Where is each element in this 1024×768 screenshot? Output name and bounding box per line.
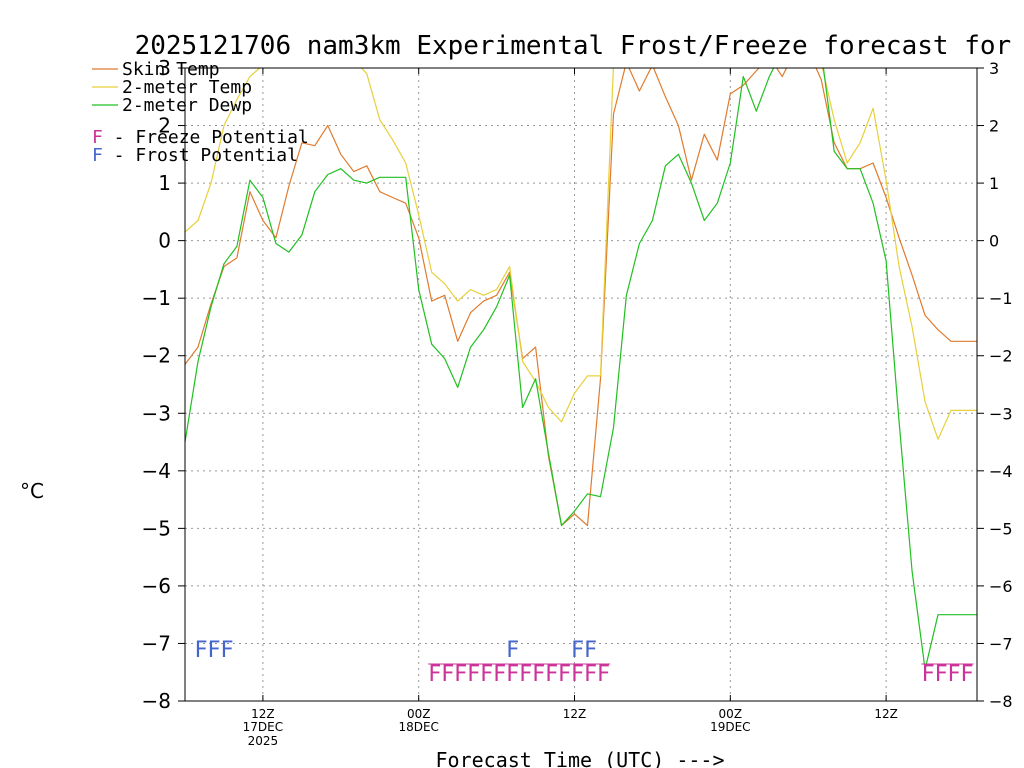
y-tick-label-left: −6 xyxy=(142,574,171,598)
y-tick-label-left: −3 xyxy=(142,401,171,425)
x-tick-label: 12Z xyxy=(563,707,587,721)
y-tick-label-right: −7 xyxy=(989,634,1013,653)
y-tick-label-right: −3 xyxy=(989,404,1013,423)
frost-potential-marker: F xyxy=(220,638,233,663)
freeze-potential-marker: F xyxy=(571,662,584,687)
x-tick-date-label: 18DEC xyxy=(398,720,438,734)
plot-frame xyxy=(184,67,978,702)
freeze-potential-marker: F xyxy=(428,662,441,687)
x-axis-label: Forecast Time (UTC) ---> xyxy=(436,748,725,768)
legend-label-t2m: 2-meter Temp xyxy=(122,77,252,98)
y-tick-label-left: 0 xyxy=(158,229,171,253)
x-tick-label: 00Z xyxy=(719,707,743,721)
y-tick-label-right: 0 xyxy=(989,232,999,251)
freeze-potential-marker: F xyxy=(558,662,571,687)
y-tick-label-left: −7 xyxy=(142,631,171,655)
freeze-potential-marker: F xyxy=(532,662,545,687)
freeze-potential-marker: F xyxy=(947,662,960,687)
y-tick-label-right: −5 xyxy=(989,519,1013,538)
freeze-potential-marker: F xyxy=(934,662,947,687)
legend-label-skin: Skin Temp xyxy=(122,59,220,80)
legend-label-td2m: 2-meter Dewp xyxy=(122,95,252,116)
freeze-potential-marker: F xyxy=(921,662,934,687)
y-tick-label-left: 1 xyxy=(158,171,171,195)
frost-freeze-markers: F F F F F FF F F F F F F F F F F F F F F F F F xyxy=(194,638,973,687)
y-tick-label-left: −2 xyxy=(142,344,171,368)
frost-potential-marker: F xyxy=(584,638,597,663)
grid-lines xyxy=(185,68,977,701)
y-tick-label-right: 2 xyxy=(989,117,999,136)
legend-potential-freeze: F - Freeze Potential xyxy=(92,127,309,148)
x-tick-date-label: 17DEC xyxy=(243,720,283,734)
y-tick-label-right: −6 xyxy=(989,577,1013,596)
y-tick-label-right: −2 xyxy=(989,347,1013,366)
y-tick-label-right: 1 xyxy=(989,174,999,193)
freeze-potential-marker: F xyxy=(454,662,467,687)
series-line-t2m xyxy=(185,68,977,440)
series-line-skin xyxy=(185,68,977,527)
y-tick-label-right: 3 xyxy=(989,59,999,78)
y-tick-label-right: −8 xyxy=(989,692,1013,711)
y-tick-label-left: 3 xyxy=(158,56,171,80)
freeze-potential-marker: F xyxy=(441,662,454,687)
freeze-potential-marker: F xyxy=(545,662,558,687)
freeze-potential-marker: F xyxy=(584,662,597,687)
y-axis-ticks: −8 −8 −7 −7 −6 −6 −5 −5 −4 −4 −3 −3 −2 −2 −1 −1 0 0 1 1 2 2 3 3 xyxy=(142,56,1013,713)
y-tick-label-left: 2 xyxy=(158,114,171,138)
y-tick-label-right: −4 xyxy=(989,462,1013,481)
x-tick-label: 12Z xyxy=(874,707,898,721)
freeze-potential-marker: F xyxy=(519,662,532,687)
freeze-potential-marker: F xyxy=(506,662,519,687)
legend-potential-frost: F - Frost Potential xyxy=(92,145,298,166)
x-tick-date-label: 19DEC xyxy=(710,720,750,734)
x-tick-year-label: 2025 xyxy=(248,734,279,748)
freeze-potential-marker: F xyxy=(467,662,480,687)
frost-potential-marker: F xyxy=(571,638,584,663)
y-tick-label-left: −4 xyxy=(142,459,171,483)
y-axis-label: °C xyxy=(20,479,44,503)
series-lines xyxy=(185,68,977,671)
x-tick-label: 12Z xyxy=(251,707,275,721)
y-tick-label-left: −1 xyxy=(142,286,171,310)
series-line-td2m xyxy=(185,68,977,671)
y-tick-label-left: −8 xyxy=(142,689,171,713)
freeze-potential-marker: F xyxy=(480,662,493,687)
frost-potential-marker: F xyxy=(207,638,220,663)
chart-title: 2025121706 nam3km Experimental Frost/Fre… xyxy=(135,31,1024,61)
y-tick-label-left: −5 xyxy=(142,516,171,540)
freeze-potential-marker: F xyxy=(960,662,973,687)
frost-potential-marker: F xyxy=(506,638,519,663)
x-tick-label: 00Z xyxy=(407,707,431,721)
y-tick-label-right: −1 xyxy=(989,289,1013,308)
freeze-potential-marker: F xyxy=(493,662,506,687)
frost-potential-marker: F xyxy=(194,638,207,663)
freeze-potential-marker: F xyxy=(597,662,610,687)
